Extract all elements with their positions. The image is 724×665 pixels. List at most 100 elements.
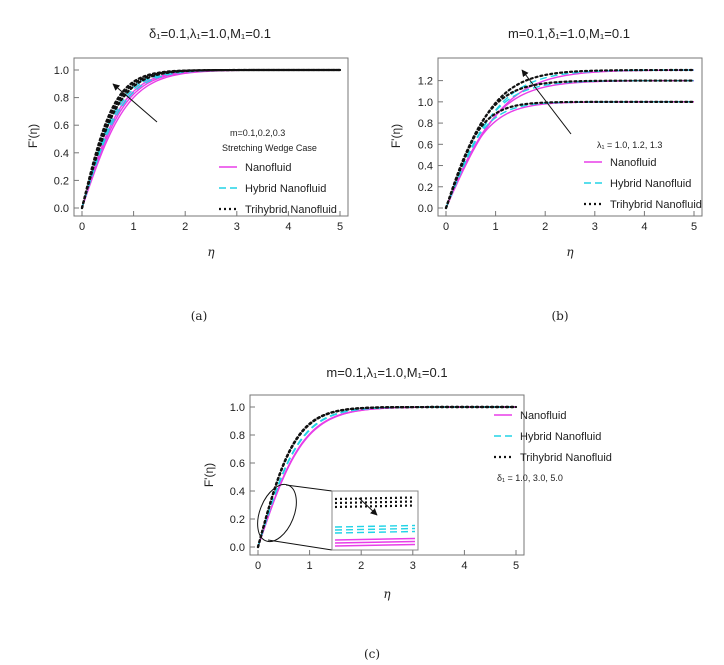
- panel-c: m=0.1,λ₁=1.0,M₁=0.1 0 1 2 3 4 5 0.0 0.2 0.4 0.6 0.…: [202, 365, 612, 661]
- panel-c-xlabel: η: [383, 587, 391, 601]
- legend-label: Trihybrid Nanofluid: [610, 199, 702, 211]
- panel-c-zoom-connector-bottom: [267, 539, 333, 551]
- panel-a: δ₁=0.1,λ₁=1.0,M₁=0.1 0 1 2 3 4 50.00.20.40.60…: [26, 26, 349, 323]
- panel-b-frame: [437, 57, 703, 217]
- panel-c-arrow: [358, 497, 378, 516]
- panel-a-caption: (a): [191, 309, 208, 323]
- panel-c-curves: [256, 405, 518, 549]
- y-tick-label: 0.8: [230, 430, 245, 442]
- panel-b-arrow: [521, 69, 572, 135]
- panel-b-title: m=0.1,δ₁=1.0,M₁=0.1: [508, 26, 630, 41]
- y-tick-label: 0.6: [54, 120, 69, 132]
- panel-a-ticks: 0 1 2 3 4 5 0.0 0.2 0.4 0.6 0.8 1.0: [54, 65, 343, 233]
- panel-a-annotation-case: Stretching Wedge Case: [222, 143, 317, 153]
- panel-c-axes: [249, 394, 525, 556]
- y-tick-label: 0.2: [230, 514, 245, 526]
- inset-line: [334, 524, 416, 528]
- legend-label: Trihybrid Nanofluid: [245, 204, 337, 216]
- inset-line: [334, 504, 416, 509]
- panel-c-inset-lines: [334, 496, 416, 547]
- panel-b-annotation-lambda: λ₁ = 1.0, 1.2, 1.3: [597, 140, 662, 150]
- panel-a-xlabel: η: [207, 245, 215, 259]
- series-line-trihybrid-nanofluid: [256, 405, 518, 549]
- x-tick-label: 2: [182, 221, 188, 233]
- x-tick-label: 2: [542, 221, 548, 233]
- legend-label: Hybrid Nanofluid: [610, 178, 691, 190]
- legend-label: Nanofluid: [245, 162, 291, 174]
- inset-line: [334, 540, 416, 544]
- panel-b-axes: [437, 57, 703, 217]
- y-tick-label: 1.0: [418, 97, 433, 109]
- panel-a-arrow: [112, 83, 158, 123]
- panel-a-axes: [73, 57, 349, 217]
- y-tick-label: 0.8: [418, 118, 433, 130]
- panel-c-annotation-delta: δ₁ = 1.0, 3.0, 5.0: [497, 473, 563, 483]
- series-line-hybrid-nanofluid: [445, 101, 694, 209]
- series-line-trihybrid-nanofluid: [444, 68, 696, 210]
- x-tick-label: 1: [307, 560, 313, 572]
- y-tick-label: 1.0: [54, 65, 69, 77]
- y-tick-label: 0.0: [54, 203, 69, 215]
- inset-line: [334, 537, 416, 541]
- legend-label: Nanofluid: [520, 410, 566, 422]
- panel-c-caption: (c): [364, 647, 380, 661]
- y-tick-label: 0.2: [54, 175, 69, 187]
- x-tick-label: 3: [234, 221, 240, 233]
- panel-b-ylabel: F'(η): [389, 124, 403, 148]
- x-tick-label: 3: [410, 560, 416, 572]
- inset-line: [334, 500, 416, 505]
- x-tick-label: 5: [513, 560, 519, 572]
- panel-b-ticks: 0 1 2 3 4 5 0.0 0.2 0.4 0.6 0.8 1.0 1.2: [418, 76, 697, 233]
- x-tick-label: 4: [285, 221, 291, 233]
- panel-a-frame: [73, 57, 349, 217]
- panel-c-zoom-connector-top: [285, 484, 333, 492]
- panel-c-legend: Nanofluid Hybrid Nanofluid Trihybrid Nanof…: [494, 410, 612, 464]
- panel-b-legend: Nanofluid Hybrid Nanofluid Trihybrid Nanof…: [584, 157, 702, 211]
- y-tick-label: 0.4: [230, 486, 245, 498]
- y-tick-label: 1.0: [230, 402, 245, 414]
- inset-line: [334, 527, 416, 531]
- inset-line: [334, 530, 416, 534]
- x-tick-label: 0: [255, 560, 261, 572]
- inset-line: [334, 543, 416, 547]
- panel-a-ylabel: F'(η): [26, 124, 40, 148]
- panel-c-ylabel: F'(η): [202, 463, 216, 487]
- series-line-trihybrid-nanofluid: [444, 100, 696, 210]
- panel-a-legend: Nanofluid Hybrid Nanofluid Trihybrid Nanof…: [219, 162, 337, 216]
- y-tick-label: 0.4: [418, 161, 433, 173]
- y-tick-label: 0.6: [418, 139, 433, 151]
- x-tick-label: 1: [131, 221, 137, 233]
- x-tick-label: 0: [79, 221, 85, 233]
- y-tick-label: 0.6: [230, 458, 245, 470]
- x-tick-label: 4: [641, 221, 647, 233]
- y-tick-label: 0.2: [418, 182, 433, 194]
- panel-a-title: δ₁=0.1,λ₁=1.0,M₁=0.1: [149, 26, 271, 41]
- legend-label: Hybrid Nanofluid: [245, 183, 326, 195]
- legend-label: Trihybrid Nanofluid: [520, 452, 612, 464]
- panel-c-frame: [249, 394, 525, 556]
- panel-a-curves: [80, 68, 342, 210]
- panel-b-curves: [444, 68, 696, 210]
- y-tick-label: 0.0: [230, 542, 245, 554]
- x-tick-label: 1: [493, 221, 499, 233]
- inset-line: [334, 496, 416, 501]
- panel-a-annotation-m: m=0.1,0.2,0.3: [230, 128, 285, 138]
- legend-label: Hybrid Nanofluid: [520, 431, 601, 443]
- panel-b-caption: (b): [551, 309, 568, 323]
- x-tick-label: 2: [358, 560, 364, 572]
- panel-c-ticks: 0 1 2 3 4 5 0.0 0.2 0.4 0.6 0.8 1.0: [230, 402, 519, 572]
- x-tick-label: 0: [443, 221, 449, 233]
- x-tick-label: 3: [592, 221, 598, 233]
- panel-b: m=0.1,δ₁=1.0,M₁=0.1 0 1 2 3 4 5 0.0 0.2 0.4 0.6 0.…: [389, 26, 703, 323]
- x-tick-label: 5: [691, 221, 697, 233]
- series-line-trihybrid-nanofluid: [80, 68, 342, 210]
- x-tick-label: 5: [337, 221, 343, 233]
- y-tick-label: 0.4: [54, 148, 69, 160]
- legend-label: Nanofluid: [610, 157, 656, 169]
- y-tick-label: 0.0: [418, 203, 433, 215]
- y-tick-label: 0.8: [54, 93, 69, 105]
- panel-c-title: m=0.1,λ₁=1.0,M₁=0.1: [326, 365, 447, 380]
- x-tick-label: 4: [461, 560, 467, 572]
- y-tick-label: 1.2: [418, 76, 433, 88]
